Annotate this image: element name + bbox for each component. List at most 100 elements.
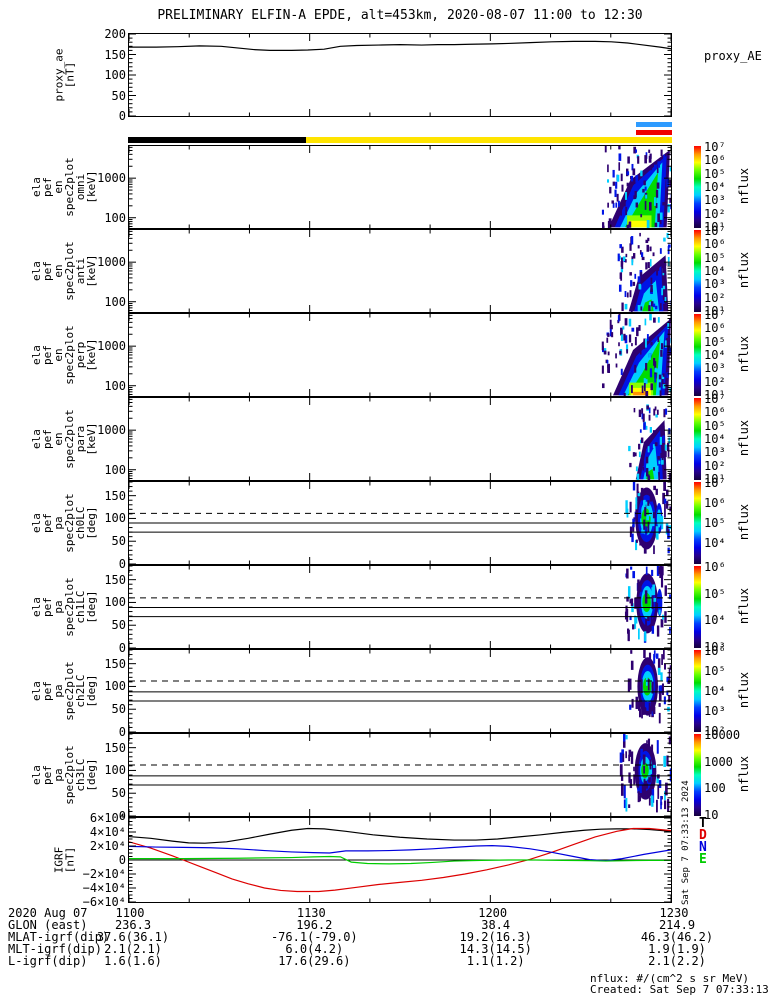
ytick-proxy-ae-200: 200 <box>104 27 126 41</box>
colorbar-label-en-omni-3: 10⁴ <box>704 180 726 194</box>
ytick-igrf-6×10⁴: 6×10⁴ <box>89 811 126 825</box>
ytick-pa-ch2-50: 50 <box>111 702 126 717</box>
row-value-1-1: 196.2 <box>296 918 333 932</box>
row-value-2-1: -76.1(-79.0) <box>270 930 358 944</box>
nflux-units-note: nflux: #/(cm^2 s sr MeV) <box>590 972 749 985</box>
row-value-4-1: 17.6(29.6) <box>278 954 351 968</box>
row-value-4-0: 1.6(1.6) <box>104 954 162 968</box>
panel-pa-ch3 <box>128 733 672 817</box>
ytick-igrf-2×10⁴: 2×10⁴ <box>89 839 126 853</box>
ylabel-text-en-para: ela pef en spec2plot para [keV] <box>29 409 98 469</box>
row-value-3-0: 2.1(2.1) <box>104 942 162 956</box>
igrf-legend-E: E <box>699 852 707 867</box>
ytick-pa-ch0-150: 150 <box>104 488 126 503</box>
proxy-ae-legend: proxy_AE <box>704 49 762 63</box>
panel-pa-ch2 <box>128 649 672 733</box>
row-value-1-2: 38.4 <box>481 918 511 932</box>
row-value-4-2: 1.1(1.2) <box>466 954 525 968</box>
colorbar-label-pa-ch1-2: 10⁴ <box>704 613 726 628</box>
ytick-pa-ch3-100: 100 <box>104 763 126 778</box>
colorbar-label-en-omni-6: 10¹ <box>704 220 726 234</box>
panel-en-omni <box>128 145 672 229</box>
igrf-legend-N: N <box>699 840 707 855</box>
ytick-en-omni-1000: 1000 <box>97 171 126 186</box>
colorbar-label-en-para-2: 10⁵ <box>704 418 726 433</box>
colorbar-title-en-omni: nflux <box>737 167 752 205</box>
ytick-proxy-ae-0: 0 <box>118 109 126 123</box>
colorbar-title-pa-ch1: nflux <box>737 587 752 625</box>
row-label-3: MLT-igrf(dip) <box>8 942 102 956</box>
igrf-legend-T: T <box>699 816 707 831</box>
colorbar-label-en-perp-2: 10⁵ <box>704 334 726 349</box>
row-value-2-0: 37.6(36.1) <box>96 930 170 944</box>
ytick-igrf-−2×10⁴: −2×10⁴ <box>82 867 126 881</box>
colorbar-label-en-anti-1: 10⁶ <box>704 237 726 252</box>
row-value-3-1: 6.0(4.2) <box>285 942 344 956</box>
ytick-igrf-−4×10⁴: −4×10⁴ <box>82 881 126 895</box>
row-value-1-3: 214.9 <box>658 918 696 932</box>
bar-yellow <box>305 137 672 143</box>
colorbar-label-en-anti-0: 10⁷ <box>704 224 726 238</box>
ytick-pa-ch3-50: 50 <box>111 786 126 801</box>
colorbar-label-en-perp-4: 10³ <box>704 361 726 376</box>
colorbar-label-en-para-4: 10³ <box>704 445 726 460</box>
ytick-en-anti-100: 100 <box>104 294 126 309</box>
colorbar-title-en-perp: nflux <box>737 335 752 373</box>
colorbar-en-para <box>694 398 701 480</box>
ytick-en-para-100: 100 <box>104 462 126 477</box>
row-value-3-2: 14.3(14.5) <box>459 942 532 956</box>
colorbar-label-en-anti-3: 10⁴ <box>704 264 726 278</box>
colorbar-title-pa-ch0: nflux <box>737 503 752 541</box>
colorbar-label-pa-ch3-1: 1000 <box>704 754 733 769</box>
row-value-2-3: 46.3(46.2) <box>640 930 714 944</box>
ytick-pa-ch1-100: 100 <box>104 595 126 610</box>
colorbar-label-pa-ch0-1: 10⁶ <box>704 496 726 510</box>
ytick-pa-ch1-150: 150 <box>104 572 126 587</box>
ytick-pa-ch3-0: 0 <box>118 809 126 823</box>
created-timestamp: Created: Sat Sep 7 07:33:13 2024 <box>590 983 775 996</box>
ytick-proxy-ae-50: 50 <box>111 88 126 103</box>
ytick-pa-ch2-0: 0 <box>118 725 126 739</box>
colorbar-label-en-omni-0: 10⁷ <box>704 140 726 154</box>
colorbar-label-en-anti-2: 10⁵ <box>704 250 726 265</box>
colorbar-pa-ch2 <box>694 650 701 732</box>
ytick-en-perp-100: 100 <box>104 378 126 393</box>
colorbar-pa-ch1 <box>694 566 701 648</box>
colorbar-title-en-anti: nflux <box>737 251 752 289</box>
row-value-0-2: 1200 <box>478 906 508 920</box>
row-value-0-3: 1230 <box>659 906 689 920</box>
colorbar-label-pa-ch0-2: 10⁵ <box>704 516 726 530</box>
ytick-en-para-1000: 1000 <box>97 423 126 438</box>
row-value-0-0: 1100 <box>115 906 145 920</box>
colorbar-label-en-para-3: 10⁴ <box>704 432 726 446</box>
colorbar-title-en-para: nflux <box>737 419 752 457</box>
row-label-1: GLON (east) <box>8 918 88 932</box>
colorbar-label-en-para-1: 10⁶ <box>704 405 726 420</box>
ytick-proxy-ae-150: 150 <box>104 47 126 62</box>
ytick-pa-ch0-100: 100 <box>104 511 126 526</box>
ytick-igrf-−6×10⁴: −6×10⁴ <box>82 895 126 909</box>
colorbar-label-en-perp-3: 10⁴ <box>704 348 726 362</box>
colorbar-label-en-perp-0: 10⁷ <box>704 308 726 322</box>
colorbar-label-en-para-6: 10¹ <box>704 472 726 486</box>
row-label-0: 2020 Aug 07 <box>8 906 88 920</box>
panel-proxy-ae <box>128 33 672 117</box>
colorbar-label-pa-ch2-0: 10⁶ <box>704 644 726 658</box>
row-label-2: MLAT-igrf(dip) <box>8 930 110 944</box>
colorbar-pa-ch0 <box>694 482 701 564</box>
colorbar-label-pa-ch0-3: 10⁴ <box>704 536 726 550</box>
panel-en-para <box>128 397 672 481</box>
colorbar-label-en-perp-1: 10⁶ <box>704 321 726 336</box>
colorbar-label-pa-ch1-0: 10⁶ <box>704 560 726 574</box>
colorbar-title-pa-ch2: nflux <box>737 671 752 709</box>
bar-blue <box>636 122 672 127</box>
panel-en-perp <box>128 313 672 397</box>
colorbar-label-pa-ch1-3: 10³ <box>704 640 726 654</box>
ytick-igrf-0: 0 <box>118 853 126 867</box>
colorbar-en-perp <box>694 314 701 396</box>
ytick-pa-ch0-50: 50 <box>111 534 126 549</box>
row-value-3-3: 1.9(1.9) <box>648 942 706 956</box>
colorbar-label-pa-ch0-0: 10⁷ <box>704 476 726 490</box>
colorbar-label-pa-ch2-2: 10⁴ <box>704 684 726 698</box>
colorbar-label-en-anti-4: 10³ <box>704 277 726 292</box>
